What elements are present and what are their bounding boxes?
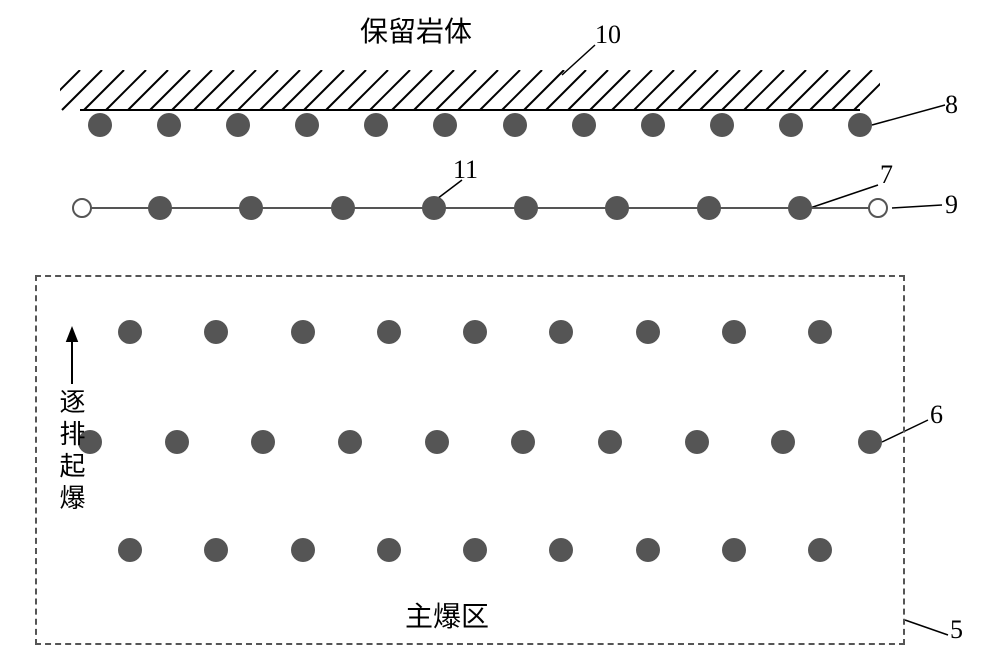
diagram-container: 保留岩体 10 8 11 7 9 6 5 逐排起爆 主爆区 [0,0,1000,661]
main-blast-label: 主爆区 [405,595,489,635]
detonation-arrow [0,0,1000,661]
